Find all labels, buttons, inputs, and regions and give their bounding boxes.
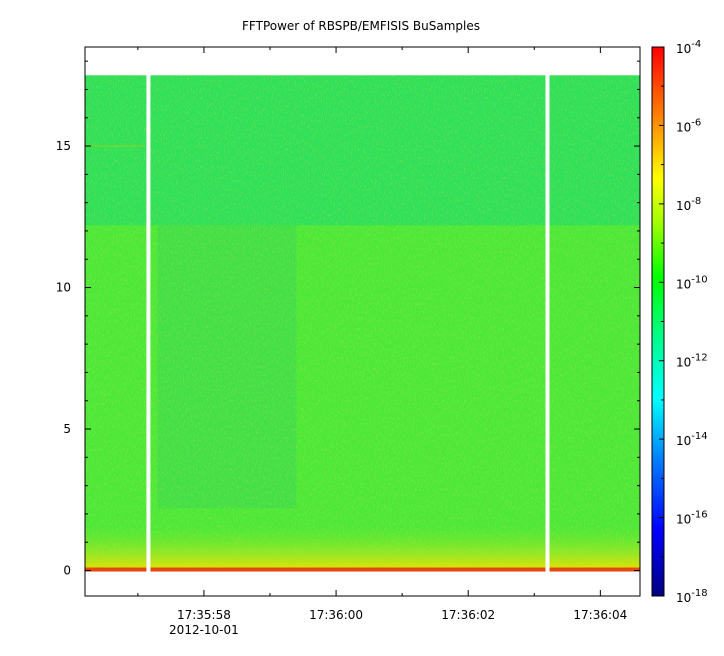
chart-title: FFTPower of RBSPB/EMFISIS BuSamples — [242, 19, 480, 33]
colorbar-tick-label: 10-10 — [676, 274, 708, 291]
spectrogram-low-frequency — [85, 525, 640, 571]
plot-frame — [84, 46, 641, 597]
spectrogram-zero-line — [85, 567, 640, 572]
spectrogram-line-15 — [85, 145, 145, 148]
data-gap-1 — [146, 47, 151, 596]
axes: 0 5 10 15 17:35:58 17:36:00 17:36:02 17:36:04 20… — [56, 46, 641, 637]
colorbar: 10-4 10-6 10-8 10-10 10-12 10-14 10-16 10-18 — [651, 39, 708, 605]
x-tick-label: 17:36:02 — [441, 608, 495, 622]
x-tick-label: 17:36:00 — [309, 608, 363, 622]
y-tick-label: 0 — [63, 564, 71, 578]
data-gap-2 — [545, 47, 550, 596]
colorbar-tick-label: 10-16 — [676, 510, 708, 527]
y-tick-label: 10 — [56, 281, 71, 295]
colorbar-tick-label: 10-6 — [676, 117, 701, 134]
colorbar-tick-label: 10-4 — [676, 39, 701, 56]
x-tick-label: 17:35:58 — [177, 608, 231, 622]
colorbar-tick-label: 10-14 — [676, 431, 708, 448]
x-date-label: 2012-10-01 — [169, 623, 239, 637]
x-tick-label: 17:36:04 — [573, 608, 627, 622]
y-tick-label: 5 — [63, 422, 71, 436]
colorbar-tick-label: 10-18 — [676, 588, 708, 605]
colorbar-tick-label: 10-12 — [676, 353, 708, 370]
spectrogram-texture — [85, 75, 640, 571]
y-tick-label: 15 — [56, 139, 71, 153]
colorbar-tick-label: 10-8 — [676, 196, 701, 213]
plot-area — [85, 47, 640, 596]
